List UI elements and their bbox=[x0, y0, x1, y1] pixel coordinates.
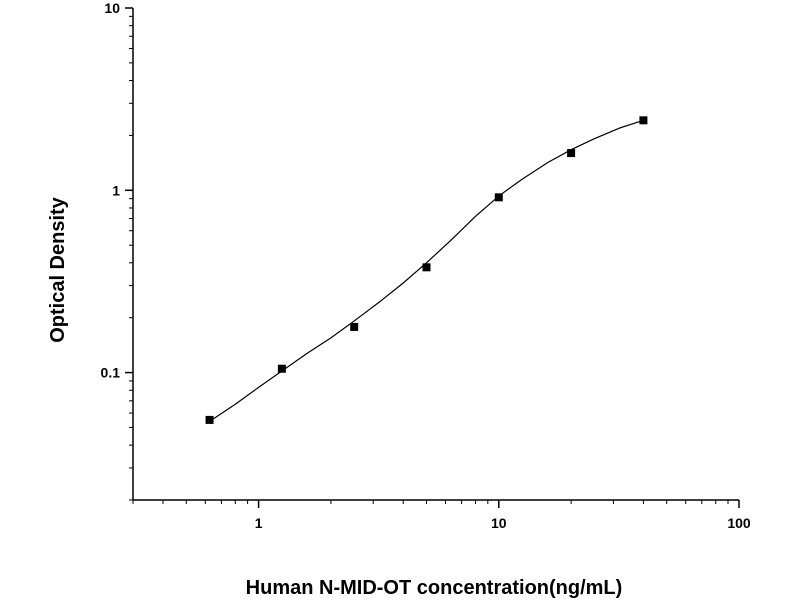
data-point bbox=[205, 415, 214, 424]
data-point bbox=[567, 149, 576, 158]
data-point bbox=[639, 116, 648, 125]
x-tick-label: 10 bbox=[491, 515, 507, 531]
x-axis-title: Human N-MID-OT concentration(ng/mL) bbox=[246, 577, 623, 599]
data-point bbox=[422, 263, 431, 272]
x-tick-label: 100 bbox=[727, 515, 751, 531]
y-axis-title: Optical Density bbox=[47, 196, 69, 342]
x-tick-label: 1 bbox=[255, 515, 263, 531]
data-point bbox=[350, 322, 359, 331]
data-point bbox=[494, 193, 503, 202]
y-tick-label: 0.1 bbox=[101, 365, 121, 381]
y-tick-label: 1 bbox=[112, 182, 120, 198]
y-tick-label: 10 bbox=[104, 0, 120, 16]
data-point bbox=[277, 364, 286, 373]
